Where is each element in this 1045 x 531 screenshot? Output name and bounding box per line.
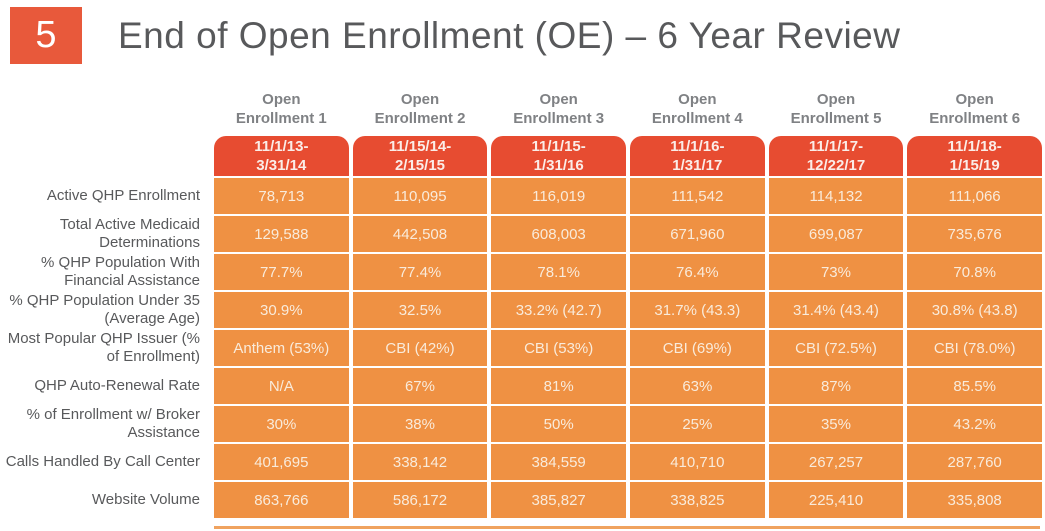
- data-cell: 25%: [630, 406, 765, 442]
- data-cell: 401,695: [214, 444, 349, 480]
- data-cell: 81%: [491, 368, 626, 404]
- data-cell: 863,766: [214, 482, 349, 518]
- data-cell: 78.1%: [491, 254, 626, 290]
- data-cell: 671,960: [630, 216, 765, 252]
- slide-number: 5: [35, 14, 57, 56]
- data-cell: 30%: [214, 406, 349, 442]
- data-cell: 78,713: [214, 178, 349, 214]
- row-label-popular-issuer: Most Popular QHP Issuer (% of Enrollment…: [7, 330, 200, 365]
- data-cell: 116,019: [491, 178, 626, 214]
- data-cell: 735,676: [907, 216, 1042, 252]
- data-cell: CBI (72.5%): [768, 330, 904, 366]
- row-label-active-qhp-enrollment: Active QHP Enrollment: [46, 187, 200, 204]
- data-cell: 442,508: [352, 216, 488, 252]
- date-range-cell-oe4: 11/1/16- 1/31/17: [630, 136, 765, 176]
- row-label-broker-assistance: % of Enrollment w/ Broker Assistance: [26, 406, 200, 441]
- column-header-oe1: Open Enrollment 1: [235, 91, 327, 127]
- table-bottom-border: [214, 526, 1040, 529]
- column-header-oe3: Open Enrollment 3: [513, 91, 605, 127]
- data-cell: Anthem (53%): [214, 330, 349, 366]
- data-cell: 608,003: [491, 216, 626, 252]
- data-cell: 85.5%: [907, 368, 1042, 404]
- data-cell: N/A: [214, 368, 349, 404]
- data-cell: 32.5%: [352, 292, 488, 328]
- date-range-cell-oe5: 11/1/17- 12/22/17: [768, 136, 904, 176]
- slide-title: End of Open Enrollment (OE) – 6 Year Rev…: [118, 14, 901, 56]
- data-cell: 30.8% (43.8): [907, 292, 1042, 328]
- row-label-website-volume: Website Volume: [91, 491, 200, 508]
- data-cell: 43.2%: [907, 406, 1042, 442]
- data-cell: 111,542: [630, 178, 765, 214]
- data-cell: CBI (53%): [491, 330, 626, 366]
- row-label-call-center: Calls Handled By Call Center: [5, 453, 200, 470]
- data-cell: 114,132: [768, 178, 904, 214]
- data-cell: 267,257: [768, 444, 904, 480]
- enrollment-table: Open Enrollment 1 Open Enrollment 2 Open…: [2, 86, 1042, 518]
- date-range-cell-oe1: 11/1/13- 3/31/14: [214, 136, 349, 176]
- data-cell: CBI (78.0%): [907, 330, 1042, 366]
- slide-number-badge: 5: [10, 7, 82, 64]
- data-cell: 384,559: [491, 444, 626, 480]
- data-cell: 31.4% (43.4): [768, 292, 904, 328]
- row-label-under-35: % QHP Population Under 35 (Average Age): [9, 292, 200, 327]
- row-label-financial-assistance: % QHP Population With Financial Assistan…: [41, 254, 200, 289]
- data-cell: 35%: [768, 406, 904, 442]
- date-row-spacer: [2, 136, 210, 176]
- row-label-auto-renewal: QHP Auto-Renewal Rate: [34, 377, 200, 394]
- data-cell: 129,588: [214, 216, 349, 252]
- data-cell: 338,825: [630, 482, 765, 518]
- data-cell: 76.4%: [630, 254, 765, 290]
- data-cell: CBI (42%): [352, 330, 488, 366]
- data-cell: 38%: [352, 406, 488, 442]
- data-cell: 67%: [352, 368, 488, 404]
- header-corner-spacer: [2, 86, 210, 134]
- data-cell: 410,710: [630, 444, 765, 480]
- column-header-oe4: Open Enrollment 4: [651, 91, 743, 127]
- data-cell: 335,808: [907, 482, 1042, 518]
- data-cell: 77.7%: [214, 254, 349, 290]
- data-cell: 111,066: [907, 178, 1042, 214]
- date-range-cell-oe3: 11/1/15- 1/31/16: [491, 136, 626, 176]
- column-header-oe2: Open Enrollment 2: [374, 91, 466, 127]
- data-cell: 30.9%: [214, 292, 349, 328]
- data-cell: 699,087: [768, 216, 904, 252]
- data-cell: 110,095: [352, 178, 488, 214]
- row-label-medicaid-determinations: Total Active Medicaid Determinations: [59, 216, 200, 251]
- data-cell: 31.7% (43.3): [630, 292, 765, 328]
- data-cell: 33.2% (42.7): [491, 292, 626, 328]
- data-cell: 287,760: [907, 444, 1042, 480]
- column-header-oe6: Open Enrollment 6: [929, 91, 1021, 127]
- data-cell: 586,172: [352, 482, 488, 518]
- data-cell: 50%: [491, 406, 626, 442]
- date-range-cell-oe2: 11/15/14- 2/15/15: [352, 136, 488, 176]
- data-cell: 385,827: [491, 482, 626, 518]
- column-header-oe5: Open Enrollment 5: [790, 91, 882, 127]
- data-cell: 73%: [768, 254, 904, 290]
- data-cell: 338,142: [352, 444, 488, 480]
- data-cell: 77.4%: [352, 254, 488, 290]
- data-cell: 70.8%: [907, 254, 1042, 290]
- data-cell: 225,410: [768, 482, 904, 518]
- data-cell: CBI (69%): [630, 330, 765, 366]
- date-range-cell-oe6: 11/1/18- 1/15/19: [907, 136, 1042, 176]
- data-cell: 63%: [630, 368, 765, 404]
- data-cell: 87%: [768, 368, 904, 404]
